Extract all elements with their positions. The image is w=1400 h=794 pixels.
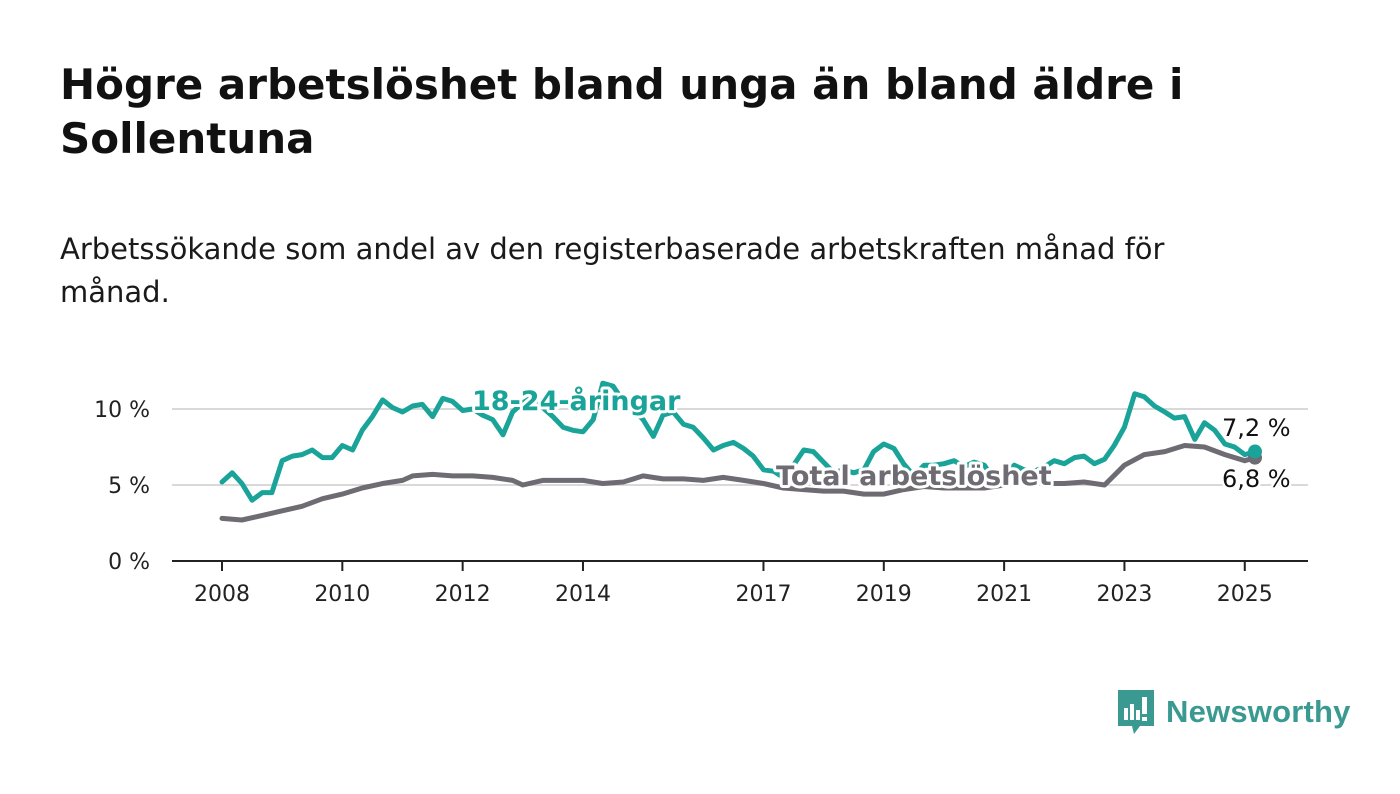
end-label-total: 6,8 % <box>1222 465 1291 493</box>
series-label-total: Total arbetslöshet <box>776 461 1052 492</box>
logo-text: Newsworthy <box>1166 694 1351 729</box>
x-tick-label: 2021 <box>976 582 1032 607</box>
newsworthy-logo-icon <box>1118 690 1154 734</box>
x-tick-label: 2025 <box>1217 582 1273 607</box>
series-end-dot-youth <box>1248 444 1262 459</box>
y-tick-label: 5 % <box>108 474 150 499</box>
newsworthy-logo[interactable]: Newsworthy <box>1118 690 1351 734</box>
chart-title: Högre arbetslöshet bland unga än bland ä… <box>60 60 1184 163</box>
chart-subtitle: Arbetssökande som andel av den registerb… <box>60 232 1165 309</box>
series-line-total <box>219 443 1258 523</box>
series-label-youth: 18-24-åringar <box>472 385 681 417</box>
x-tick-label: 2008 <box>194 582 250 607</box>
x-tick-label: 2023 <box>1096 582 1152 607</box>
end-label-youth: 7,2 % <box>1222 414 1291 442</box>
series-line-youth <box>219 380 1258 503</box>
x-tick-label: 2017 <box>735 582 791 607</box>
y-tick-label: 0 % <box>108 550 150 575</box>
x-tick-label: 2014 <box>555 582 611 607</box>
x-tick-label: 2012 <box>435 582 491 607</box>
x-tick-label: 2010 <box>314 582 370 607</box>
y-tick-label: 10 % <box>94 398 150 423</box>
x-tick-label: 2019 <box>856 582 912 607</box>
